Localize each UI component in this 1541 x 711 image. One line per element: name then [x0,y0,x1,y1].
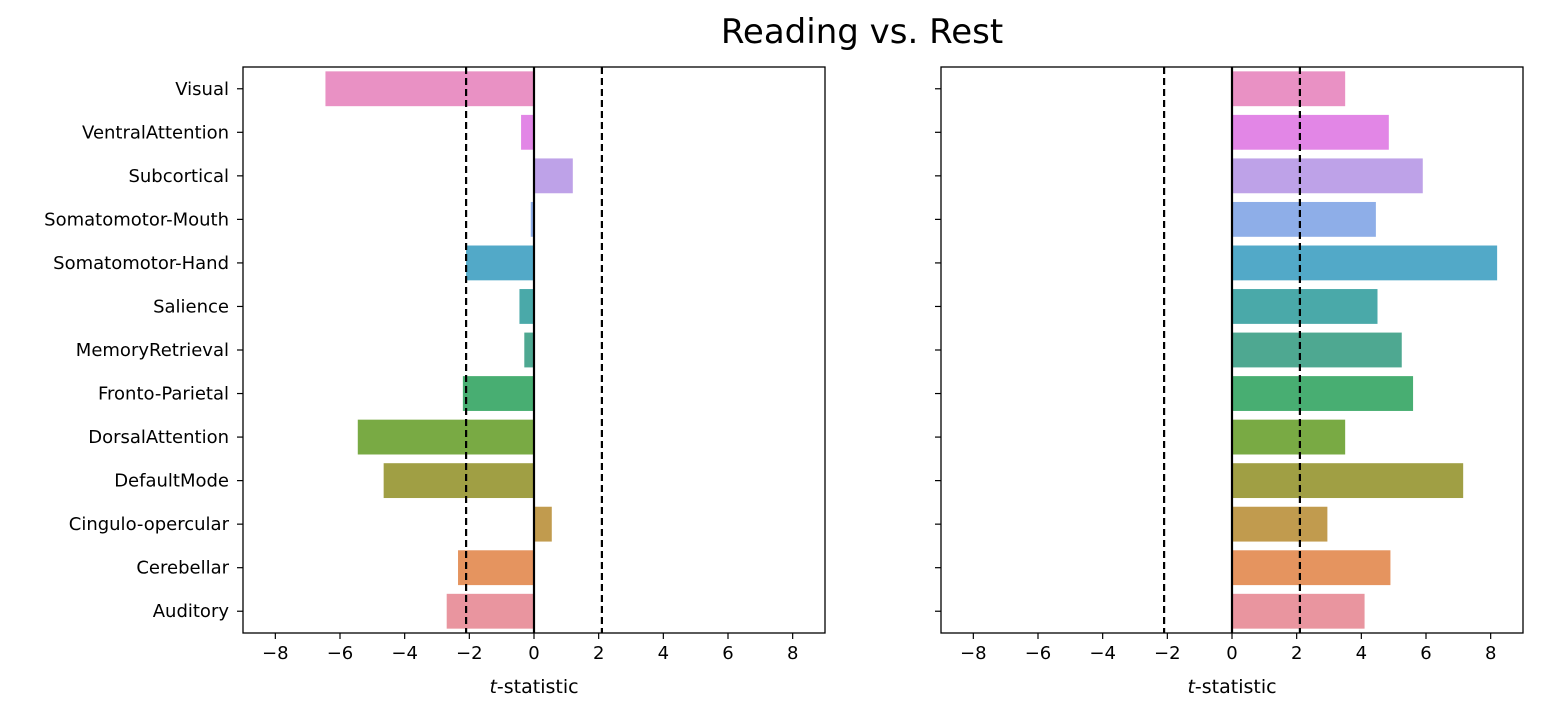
bar-right-defaultmode [1232,463,1463,498]
y-tick-label: Somatomotor-Mouth [44,209,229,230]
bar-right-somatomotor-mouth [1232,202,1376,237]
x-tick-label: 4 [1356,643,1367,664]
x-tick-label: 8 [1485,643,1496,664]
bar-left-defaultmode [384,463,534,498]
bar-left-salience [519,289,534,324]
y-tick-label: Cingulo-opercular [69,514,230,535]
bar-right-somatomotor-hand [1232,246,1497,281]
x-tick-label: −2 [456,643,483,664]
y-tick-label: Somatomotor-Hand [53,253,229,274]
bar-right-subcortical [1232,158,1423,193]
x-tick-label: 8 [787,643,798,664]
x-axis-label: t-statistic [1187,676,1276,698]
x-tick-label: −4 [1089,643,1116,664]
x-tick-label: −8 [960,643,987,664]
bar-right-salience [1232,289,1378,324]
bar-right-fronto-parietal [1232,376,1413,411]
y-tick-label: Fronto-Parietal [98,384,229,405]
left-panel: −8 −6 −4 −2 0 2 4 6 8 Visual VentralAttention Subco… [44,67,825,698]
x-tick-label: −8 [262,643,289,664]
y-tick-label: VentralAttention [82,122,229,143]
bar-left-cerebellar [458,550,534,585]
y-tick-label: Salience [153,296,229,317]
x-tick-label: 2 [593,643,604,664]
bar-right-ventralattention [1232,115,1389,150]
y-tick-label: Visual [175,79,229,100]
bar-right-auditory [1232,594,1365,629]
y-tick-label: DorsalAttention [88,427,229,448]
right-panel: −8 −6 −4 −2 0 2 4 6 8 t-statistic [935,67,1523,698]
bar-left-somatomotor-hand [466,246,534,281]
x-tick-label: 0 [1226,643,1237,664]
bar-left-cingulo-opercular [534,507,552,542]
x-tick-label: −2 [1154,643,1181,664]
x-axis-label-rest: -statistic [1195,676,1277,698]
y-tick-label: DefaultMode [114,471,229,492]
bar-right-dorsalattention [1232,420,1345,455]
y-tick-label: Subcortical [128,166,229,187]
y-tick-label: MemoryRetrieval [76,340,229,361]
chart-title: Reading vs. Rest [721,12,1003,52]
x-tick-label: 4 [658,643,669,664]
bar-left-ventralattention [521,115,534,150]
y-tick-label: Cerebellar [136,558,229,579]
x-tick-label: 0 [528,643,539,664]
bar-left-memoryretrieval [524,333,534,368]
bar-left-visual [325,71,534,106]
x-tick-label: 2 [1291,643,1302,664]
bar-left-fronto-parietal [463,376,534,411]
bar-left-subcortical [534,158,573,193]
x-axis-label-rest: -statistic [497,676,579,698]
bar-left-auditory [447,594,534,629]
x-tick-label: −6 [1025,643,1052,664]
x-tick-label: 6 [1420,643,1431,664]
bar-right-memoryretrieval [1232,333,1402,368]
bar-right-cerebellar [1232,550,1390,585]
x-tick-label: −6 [327,643,354,664]
x-tick-label: −4 [391,643,418,664]
y-tick-label: Auditory [153,601,230,622]
x-tick-label: 6 [722,643,733,664]
bar-left-dorsalattention [358,420,534,455]
bar-right-cingulo-opercular [1232,507,1327,542]
x-axis-label: t-statistic [489,676,578,698]
bar-right-visual [1232,71,1345,106]
